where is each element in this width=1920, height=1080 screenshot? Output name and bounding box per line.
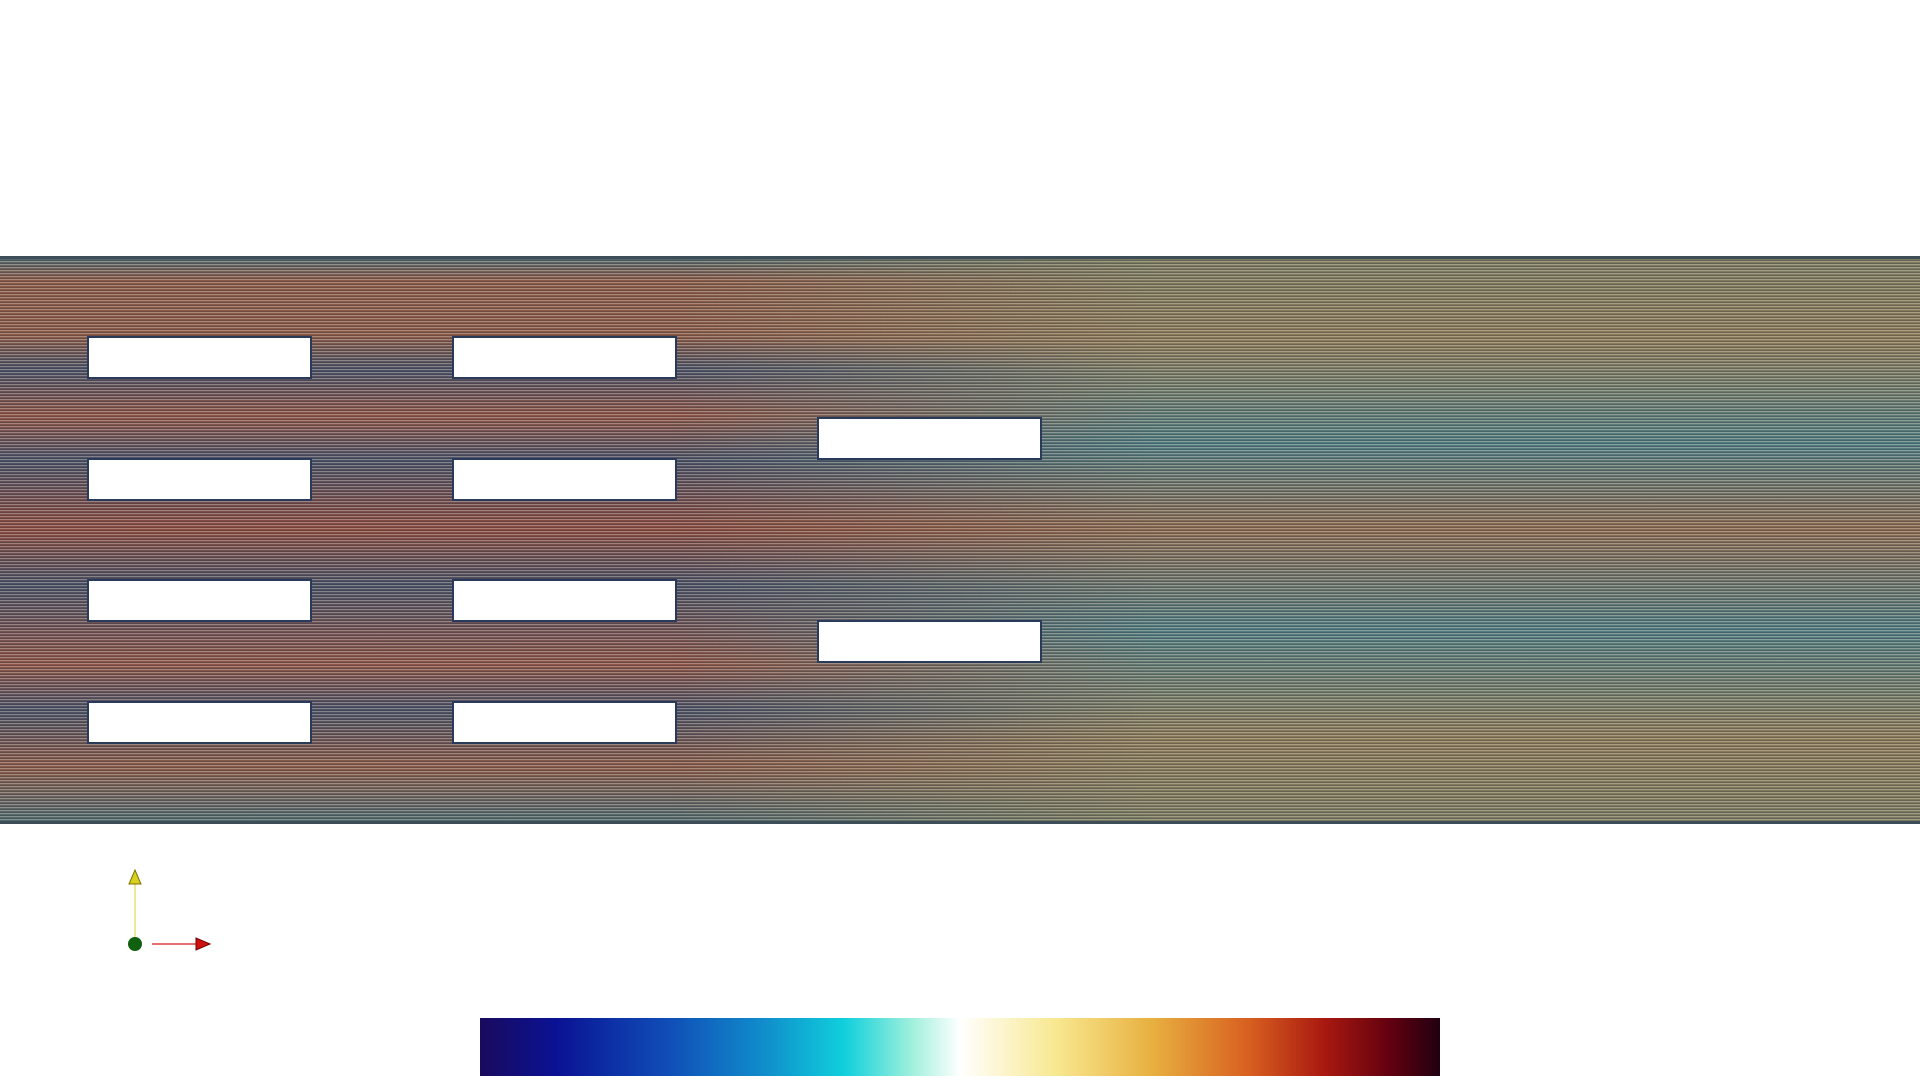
obstacle xyxy=(817,417,1042,460)
x-arrow xyxy=(195,937,212,951)
obstacle xyxy=(452,458,677,501)
color-bar xyxy=(480,1018,1440,1076)
orientation-axes xyxy=(128,868,212,951)
obstacle xyxy=(87,701,312,744)
obstacle xyxy=(452,701,677,744)
bottom-wall xyxy=(0,821,1920,824)
obstacle xyxy=(452,579,677,622)
obstacle xyxy=(87,579,312,622)
obstacle xyxy=(87,458,312,501)
z-axis xyxy=(128,937,142,951)
streamline-texture xyxy=(0,257,1920,823)
top-wall xyxy=(0,256,1920,259)
obstacle xyxy=(452,336,677,379)
obstacle xyxy=(87,336,312,379)
flow-domain xyxy=(0,256,1920,824)
y-arrow xyxy=(128,868,142,885)
obstacles xyxy=(87,336,1042,744)
color-legend xyxy=(480,1018,1440,1076)
obstacle xyxy=(817,620,1042,663)
